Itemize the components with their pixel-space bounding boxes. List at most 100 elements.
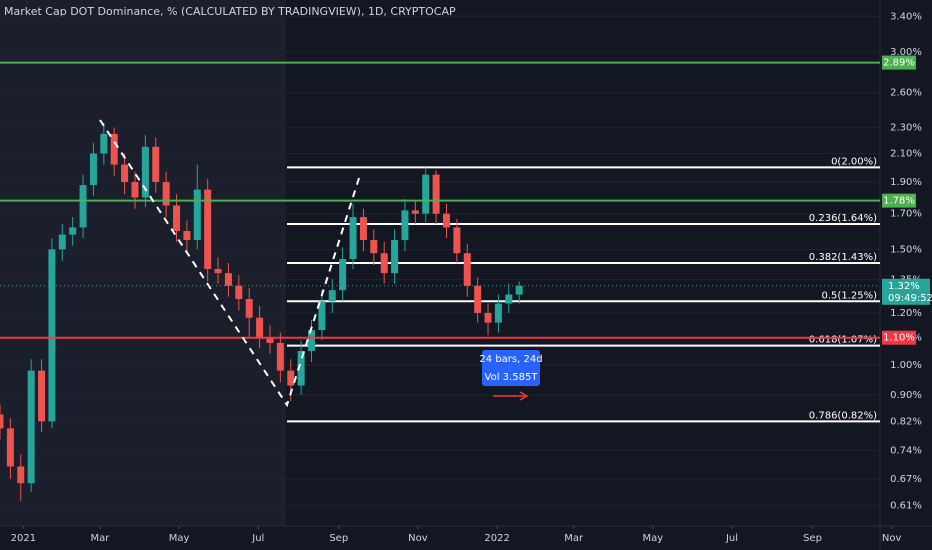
candle-body: [162, 182, 170, 206]
candle-body: [214, 269, 222, 274]
price-tag-label: 1.78%: [883, 196, 915, 207]
candle-body: [131, 182, 139, 198]
candle-body: [276, 342, 284, 371]
x-tick-label: Nov: [408, 533, 428, 544]
candle-body: [69, 227, 77, 235]
candle-body: [141, 146, 149, 198]
y-tick-label: 1.00%: [890, 360, 922, 371]
x-tick-label: Mar: [564, 533, 584, 544]
measure-arrow-head: [519, 391, 529, 401]
x-tick-label: Nov: [882, 533, 902, 544]
y-tick-label: 1.20%: [890, 308, 922, 319]
last-price-label: 1.32%: [888, 281, 920, 292]
candle-body: [442, 213, 450, 228]
candle-body: [359, 217, 367, 241]
fib-label: 0.236(1.64%): [809, 213, 877, 224]
y-tick-label: 0.82%: [890, 416, 922, 427]
price-tag-label: 2.89%: [883, 58, 915, 69]
y-tick-label: 1.50%: [890, 244, 922, 255]
price-tag-label: 1.10%: [883, 333, 915, 344]
candle-body: [266, 337, 274, 343]
candle-body: [183, 230, 191, 241]
y-tick-label: 3.00%: [890, 47, 922, 58]
y-tick-label: 0.61%: [890, 501, 922, 512]
candle-body: [48, 249, 56, 422]
candle-body: [79, 185, 87, 228]
candle-body: [339, 259, 347, 291]
candle-body: [204, 189, 212, 270]
candle-body: [494, 303, 502, 323]
candle-body: [411, 210, 419, 214]
countdown-label: 09:49:52: [888, 293, 932, 304]
candle-body: [152, 146, 160, 183]
x-tick-label: Jul: [725, 533, 738, 544]
candle-body: [100, 133, 108, 154]
candle-body: [463, 253, 471, 286]
candle-body: [235, 285, 243, 300]
candle-body: [432, 174, 440, 214]
candle-body: [401, 210, 409, 241]
y-tick-label: 2.10%: [890, 149, 922, 160]
measure-bars: 24 bars, 24d: [479, 354, 542, 365]
candle-body: [89, 153, 97, 186]
candle-body: [453, 227, 461, 254]
y-tick-label: 1.90%: [890, 177, 922, 188]
price-tag: [882, 330, 916, 345]
candle-body: [505, 294, 513, 304]
candle-body: [370, 240, 378, 254]
candle-body: [121, 164, 129, 183]
candle-body: [474, 285, 482, 313]
candle-body: [349, 217, 357, 260]
candle-body: [484, 312, 492, 323]
price-tag: [882, 55, 916, 70]
x-tick-label: Jul: [251, 533, 264, 544]
candle-body: [515, 285, 523, 295]
candle-body: [391, 240, 399, 274]
candle-body: [256, 317, 264, 338]
last-price-tag: [882, 278, 930, 305]
candle-body: [422, 174, 430, 214]
y-tick-label: 0.74%: [890, 446, 922, 457]
candle-body: [193, 189, 201, 241]
candle-body: [17, 466, 25, 484]
measure-box: [482, 350, 540, 386]
y-tick-label: 0.67%: [890, 474, 922, 485]
x-tick-label: 2021: [11, 533, 36, 544]
candle-body: [27, 370, 35, 484]
price-tag: [882, 193, 916, 208]
y-tick-label: 0.90%: [890, 390, 922, 401]
fib-label: 0.786(0.82%): [809, 410, 877, 421]
y-tick-label: 1.70%: [890, 209, 922, 220]
candle-body: [58, 234, 66, 250]
candle-body: [297, 350, 305, 386]
fib-label: 0.382(1.43%): [809, 252, 877, 263]
candle-body: [110, 133, 118, 165]
candle-body: [0, 414, 4, 429]
pattern-drawing: [99, 119, 361, 408]
candle-body: [328, 290, 336, 302]
x-tick-label: Sep: [803, 533, 822, 544]
y-tick-label: 3.40%: [890, 11, 922, 22]
fib-label: 0(2.00%): [831, 156, 877, 167]
measure-volume: Vol 3.585T: [485, 372, 539, 383]
candle-body: [308, 330, 316, 351]
candle-body: [224, 273, 232, 286]
fib-label: 0.618(1.07%): [809, 335, 877, 346]
candle-body: [6, 428, 14, 467]
x-tick-label: May: [169, 533, 190, 544]
y-tick-label: 2.60%: [890, 88, 922, 99]
chart-title: Market Cap DOT Dominance, % (CALCULATED …: [4, 5, 456, 18]
candle-body: [173, 205, 181, 231]
plot: 0.61% 0.67% 0.74% 0.82% 0.90% 1.00% 1.10% 1.20%…: [0, 11, 932, 544]
candle-body: [245, 299, 253, 318]
candle-body: [380, 253, 388, 274]
candle-body: [287, 370, 295, 386]
shaded-range: [0, 0, 286, 526]
candle-body: [318, 301, 326, 331]
x-tick-label: Mar: [91, 533, 111, 544]
x-tick-label: 2022: [484, 533, 509, 544]
y-tick-label: 2.30%: [890, 123, 922, 134]
candle-body: [38, 370, 46, 422]
x-tick-label: Sep: [329, 533, 348, 544]
